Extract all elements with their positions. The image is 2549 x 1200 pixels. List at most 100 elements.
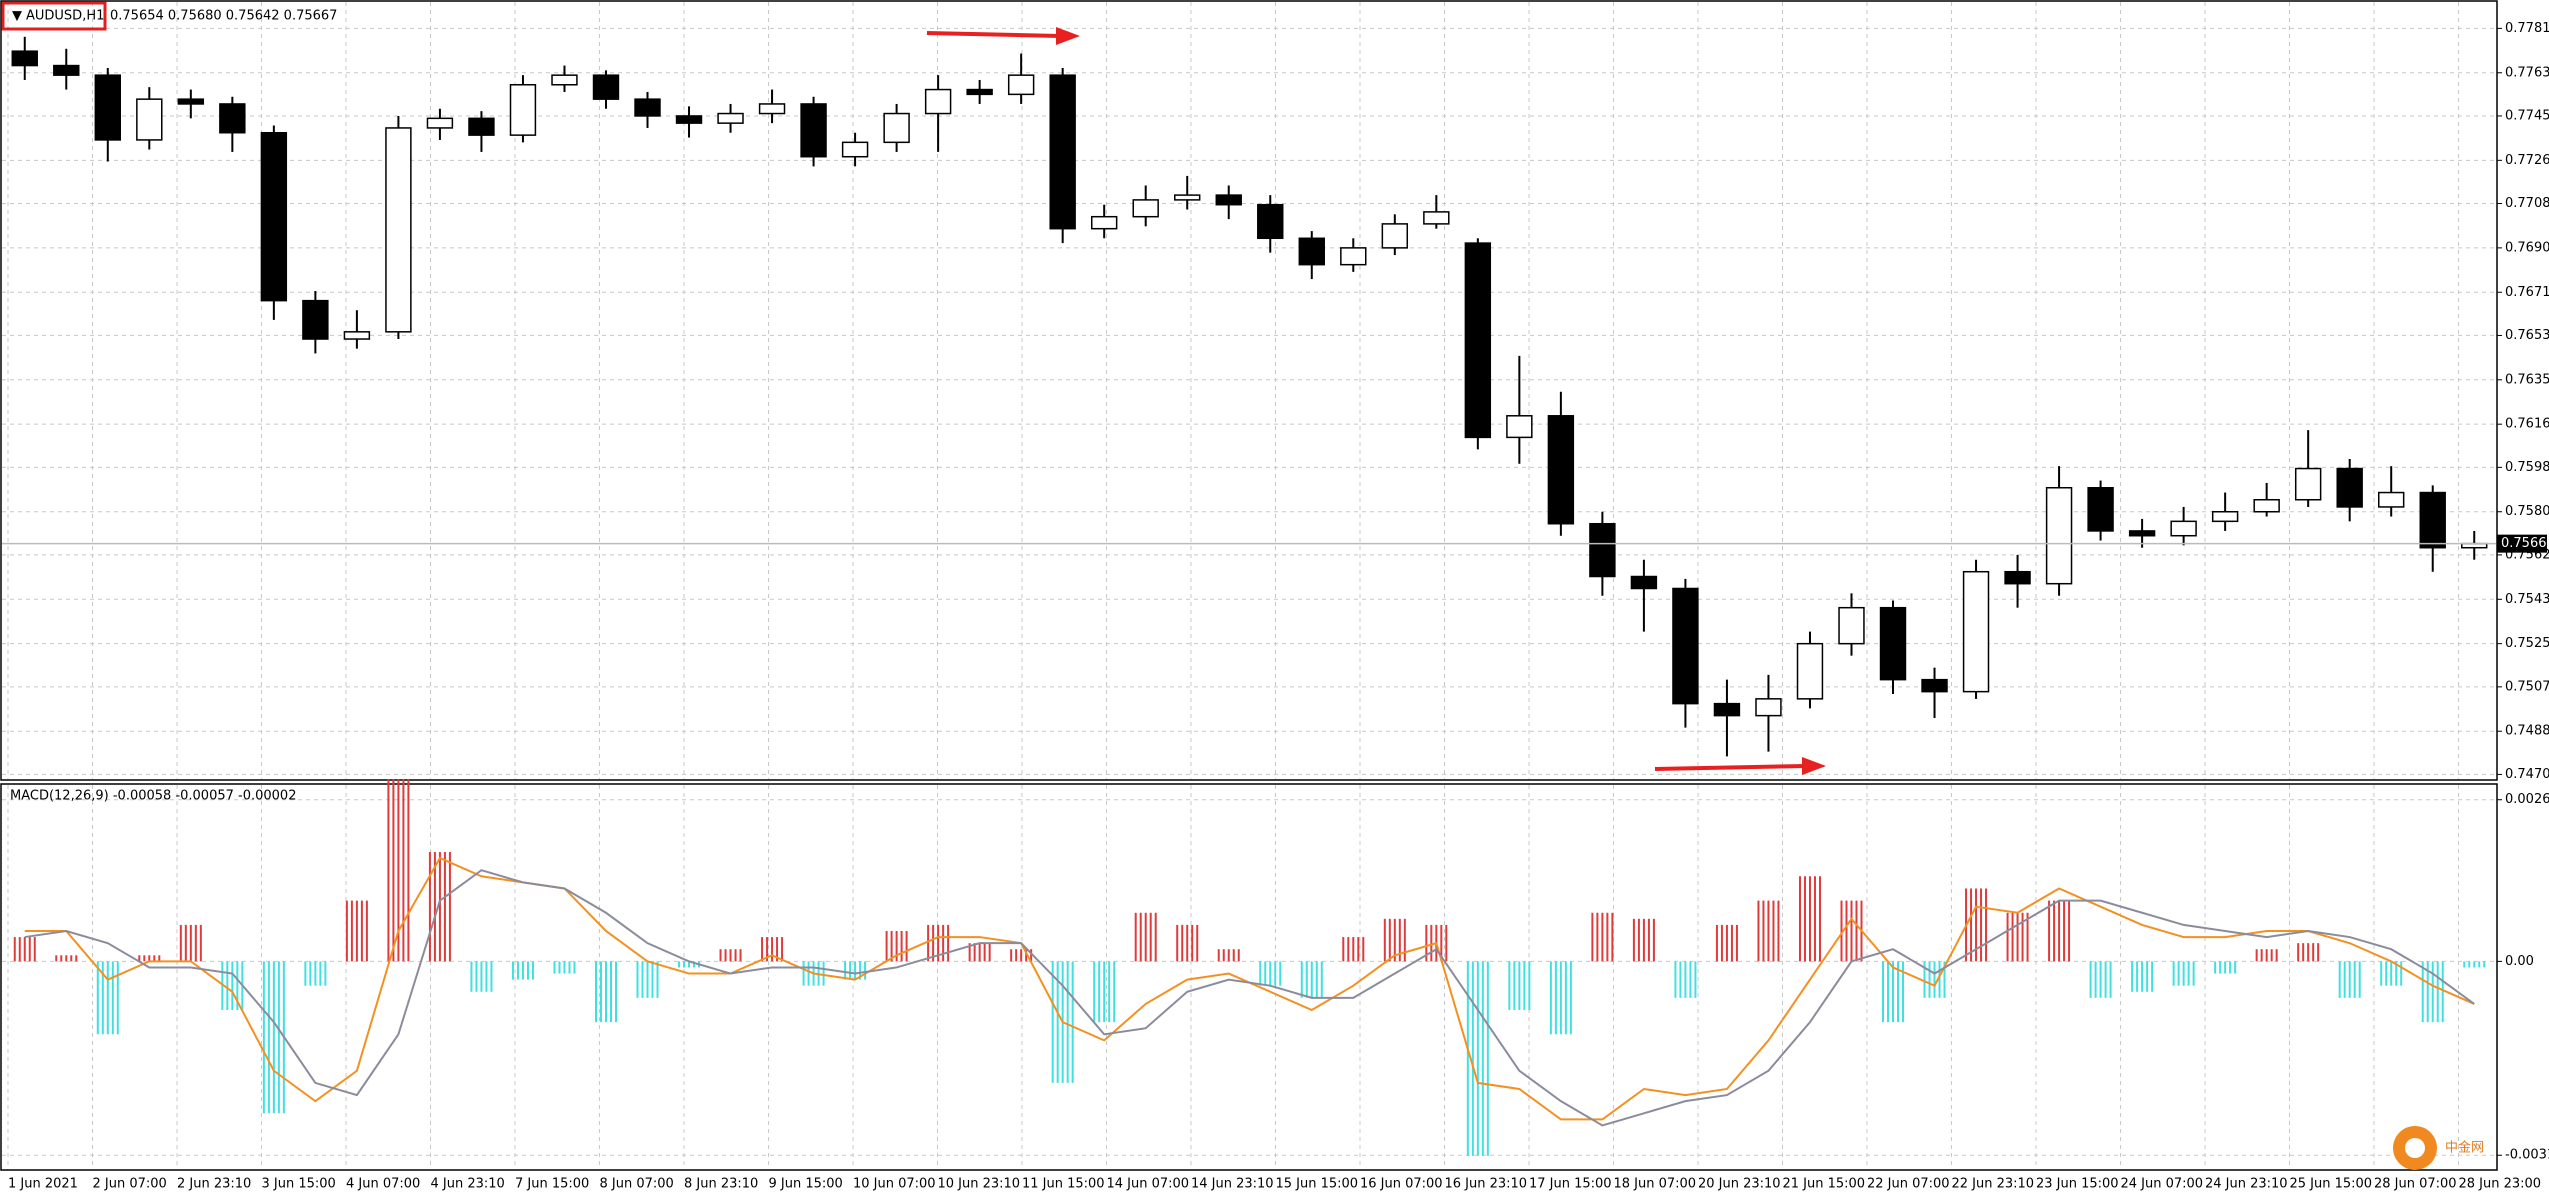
candle-body [426,117,454,129]
candle-body [1215,194,1242,206]
candle-body [1007,74,1035,96]
y-tick-label: 0.74705 [2505,767,2549,782]
macd-title: MACD(12,26,9) -0.00058 -0.00057 -0.00002 [10,789,296,804]
candle-body [592,74,620,100]
candle-body [1589,522,1616,578]
candle-body [2419,491,2446,549]
x-tick-label: 20 Jun 23:10 [1698,1177,1781,1192]
candle-body [2253,498,2280,513]
candle-body [2004,570,2031,585]
y-tick-label: 0.76165 [2505,417,2549,432]
x-tick-label: 2 Jun 23:10 [177,1177,251,1192]
candle-body [800,103,827,158]
candle-body [1879,606,1907,681]
candle-body [1713,702,1741,717]
candle-body [1257,203,1284,240]
candle-body [2336,467,2363,508]
candle-body [1340,247,1367,266]
candle-body [509,84,537,136]
dropdown-icon: ▼ [12,9,22,24]
candle-body [1630,575,1658,590]
x-tick-label: 16 Jun 23:10 [1445,1177,1528,1192]
x-tick-label: 24 Jun 07:00 [2121,1177,2204,1192]
macd-panel [0,783,2498,1171]
candle-body [260,131,288,302]
x-tick-label: 9 Jun 15:00 [769,1177,843,1192]
candle-body [924,88,952,115]
x-tick-label: 18 Jun 07:00 [1614,1177,1697,1192]
candle-body [1755,698,1782,717]
candle-body [2045,487,2073,585]
macd-line [24,856,2475,1121]
x-tick-label: 4 Jun 07:00 [346,1177,420,1192]
symbol: AUDUSD,H1 [26,9,104,24]
candle-body [1049,74,1076,230]
annotation-arrow [926,27,1080,45]
y-tick-label: 0.76715 [2505,285,2549,300]
candle-body [758,103,786,115]
candle-body [1298,237,1325,266]
annotation-arrow [1654,757,1826,775]
x-tick-label: 11 Jun 15:00 [1022,1177,1105,1192]
x-tick-label: 17 Jun 15:00 [1529,1177,1612,1192]
x-tick-label: 14 Jun 23:10 [1191,1177,1274,1192]
candle-body [1921,678,1948,693]
candle-body [2211,510,2239,523]
y-tick-label: 0.00266 [2505,792,2549,807]
symbol-highlight [1,1,107,31]
x-tick-label: 3 Jun 15:00 [262,1177,336,1192]
candle-body [634,98,661,117]
candle-body [2170,520,2197,537]
x-tick-label: 21 Jun 15:00 [1783,1177,1866,1192]
y-tick-label: 0.75435 [2505,592,2549,607]
candle-body [841,141,869,158]
candle-body [1381,223,1409,249]
candle-body [1132,199,1159,218]
candle-body [2378,491,2405,508]
y-tick-label: 0.77265 [2505,153,2549,168]
x-tick-label: 4 Jun 23:10 [431,1177,505,1192]
candle-body [883,112,910,144]
candle-body [1464,242,1492,439]
x-tick-label: 10 Jun 23:10 [938,1177,1021,1192]
y-tick-label: -0.00319 [2505,1148,2549,1163]
grid [2,2,2496,1169]
candle-body [343,331,371,340]
candle-body [2294,467,2322,501]
candle-body [468,117,495,136]
y-tick-label: 0.76535 [2505,328,2549,343]
x-tick-label: 15 Jun 15:00 [1276,1177,1359,1192]
candle-body [1796,642,1824,700]
x-tick-label: 22 Jun 23:10 [1952,1177,2035,1192]
x-tick-label: 2 Jun 07:00 [93,1177,167,1192]
candle-body [551,74,578,86]
x-tick-label: 1 Jun 2021 [8,1177,78,1192]
candle-body [1962,570,1990,693]
quote: 0.75654 0.75680 0.75642 0.75667 [110,9,337,24]
x-tick-label: 28 Jun 23:00 [2459,1177,2542,1192]
candle-body [94,74,121,141]
marks [11,36,2488,1156]
candle-body [1838,606,1865,645]
candle-body [1423,211,1450,225]
x-tick-label: 8 Jun 07:00 [600,1177,674,1192]
candle-body [219,103,246,134]
y-tick-label: 0.77815 [2505,21,2549,36]
y-tick-label: 0.74885 [2505,724,2549,739]
candle-body [136,98,163,141]
x-tick-label: 23 Jun 15:00 [2036,1177,2119,1192]
x-tick-label: 10 Jun 07:00 [853,1177,936,1192]
macd-line [24,869,2475,1127]
candle-body [1506,415,1533,439]
candle-body [2087,487,2114,532]
y-tick-label: 0.00 [2505,954,2534,969]
candle-body [1090,215,1118,230]
